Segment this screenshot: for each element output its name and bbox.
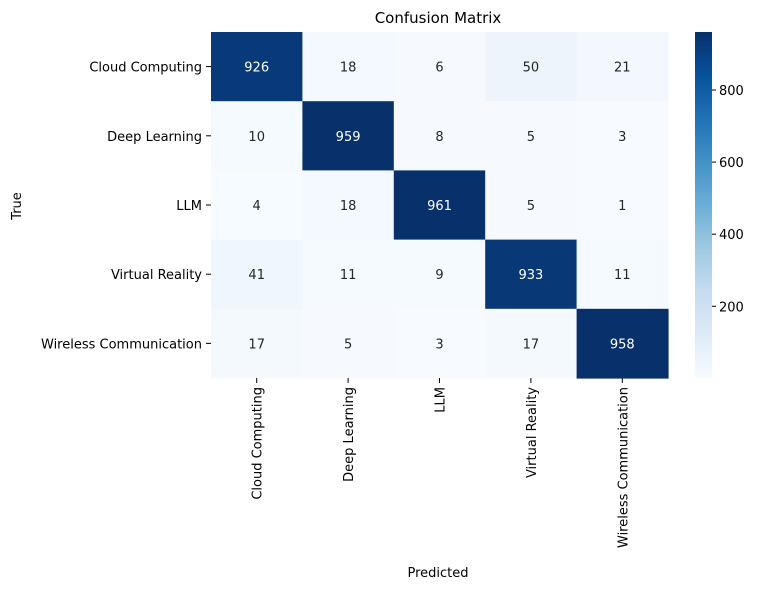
cell-value-label: 3 <box>435 337 443 352</box>
cell-value-label: 4 <box>253 199 261 214</box>
x-tick-label: LLM <box>434 387 449 413</box>
cell-value-label: 926 <box>244 61 269 76</box>
y-tick-label: LLM <box>176 199 202 214</box>
cell-value-label: 961 <box>427 199 452 214</box>
colorbar-tick-label: 200 <box>719 300 744 315</box>
heatmap-cell <box>485 308 578 379</box>
heatmap-cell <box>485 101 578 171</box>
heatmap-cell <box>302 170 395 241</box>
heatmap-cell <box>393 239 486 310</box>
x-axis-ticks: Cloud Computing Deep Learning LLM Virtual R… <box>251 378 631 548</box>
y-axis-ticks: Cloud Computing Deep Learning LLM Virtual R… <box>41 61 211 352</box>
heatmap-cell <box>576 308 669 379</box>
heatmap-cell <box>576 170 669 241</box>
heatmap-cell <box>211 308 303 379</box>
x-axis-label: Predicted <box>407 566 468 581</box>
heatmap-cell <box>302 239 395 310</box>
cell-value-label: 3 <box>618 130 626 145</box>
cell-value-label: 8 <box>435 130 443 145</box>
heatmap-cell <box>485 239 578 310</box>
colorbar: 200 400 600 800 <box>695 32 744 378</box>
cell-value-label: 5 <box>527 130 535 145</box>
heatmap-cell <box>576 101 669 171</box>
heatmap-cells <box>211 32 669 379</box>
colorbar-tick-label: 600 <box>719 156 744 171</box>
heatmap-cell <box>576 32 669 102</box>
x-tick-label: Virtual Reality <box>525 387 540 478</box>
y-tick-label: Wireless Communication <box>41 337 202 352</box>
x-tick-label: Wireless Communication <box>616 387 631 548</box>
heatmap-cell <box>211 239 303 310</box>
cell-value-label: 17 <box>248 337 265 352</box>
heatmap-cell <box>393 170 486 241</box>
colorbar-tick-label: 800 <box>719 84 744 99</box>
colorbar-gradient <box>695 32 712 378</box>
heatmap-cell-labels: 926 18 6 50 21 10 959 8 5 3 4 18 961 5 1 41 11 9 933 11 17 5 3… <box>244 61 634 353</box>
heatmap-cell <box>393 101 486 171</box>
heatmap-cell <box>211 101 303 171</box>
cell-value-label: 17 <box>523 337 540 352</box>
y-axis-label: True <box>10 192 25 221</box>
cell-value-label: 933 <box>518 268 543 283</box>
heatmap-cell <box>302 32 395 102</box>
heatmap-cell <box>211 170 303 241</box>
chart-title: Confusion Matrix <box>375 9 502 27</box>
x-tick-label: Cloud Computing <box>251 387 266 500</box>
heatmap-cell <box>393 32 486 102</box>
heatmap-cell <box>302 101 395 171</box>
cell-value-label: 50 <box>523 61 540 76</box>
heatmap-cell <box>211 32 303 102</box>
heatmap-cell <box>393 308 486 379</box>
heatmap-cell <box>485 170 578 241</box>
y-tick-label: Virtual Reality <box>111 268 202 283</box>
heatmap-cell <box>302 308 395 379</box>
x-tick-label: Deep Learning <box>342 387 357 482</box>
cell-value-label: 18 <box>340 199 357 214</box>
y-tick-label: Cloud Computing <box>89 61 202 76</box>
cell-value-label: 5 <box>344 337 352 352</box>
cell-value-label: 9 <box>435 268 443 283</box>
cell-value-label: 959 <box>336 130 361 145</box>
cell-value-label: 18 <box>340 61 357 76</box>
cell-value-label: 21 <box>614 61 631 76</box>
cell-value-label: 11 <box>340 268 357 283</box>
heatmap-cell <box>485 32 578 102</box>
colorbar-tick-label: 400 <box>719 228 744 243</box>
cell-value-label: 958 <box>610 337 635 352</box>
cell-value-label: 6 <box>435 61 443 76</box>
cell-value-label: 11 <box>614 268 631 283</box>
y-tick-label: Deep Learning <box>107 130 202 145</box>
cell-value-label: 41 <box>248 268 265 283</box>
cell-value-label: 5 <box>527 199 535 214</box>
cell-value-label: 1 <box>618 199 626 214</box>
heatmap-cell <box>576 239 669 310</box>
cell-value-label: 10 <box>248 130 265 145</box>
